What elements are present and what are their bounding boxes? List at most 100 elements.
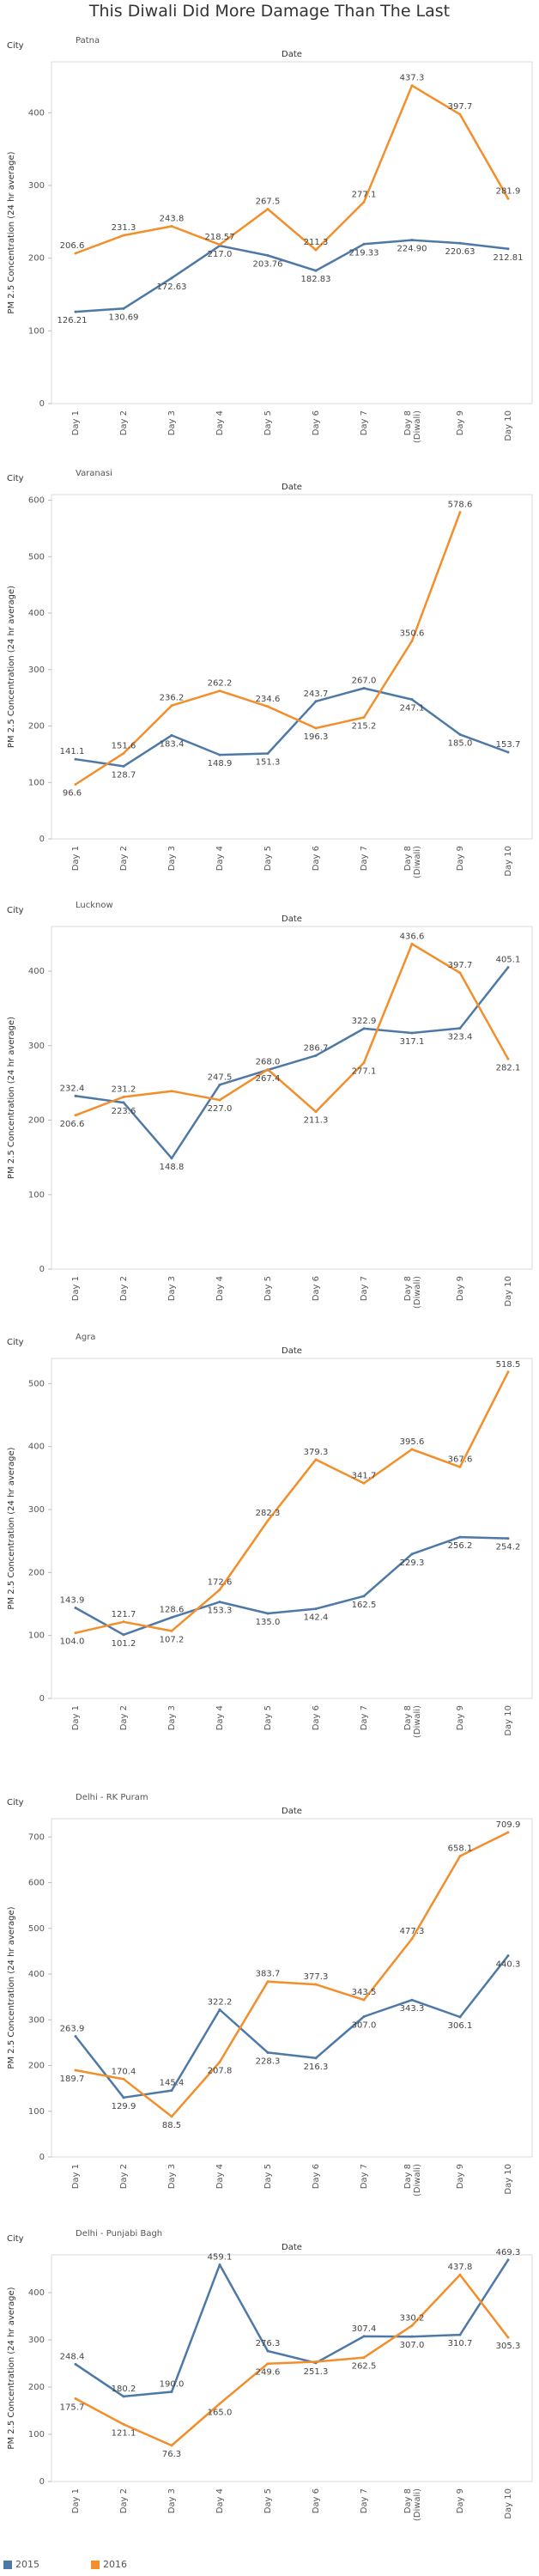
series-line-2015 — [75, 687, 509, 768]
plot-frame — [51, 61, 533, 404]
data-label-2016: 76.3 — [162, 2450, 181, 2459]
point-2016 — [458, 971, 462, 975]
data-label-2015: 405.1 — [496, 956, 521, 965]
point-2015 — [410, 698, 414, 702]
x-tick-label: Day 1 — [71, 846, 81, 871]
data-label-2015: 267.4 — [256, 1074, 281, 1084]
x-tick-label: Day 9 — [456, 1705, 465, 1730]
y-tick-label: 500 — [28, 1379, 45, 1388]
point-2016 — [410, 1448, 414, 1451]
x-tick-label: Day 8 — [403, 410, 413, 435]
legend-label-2015: 2015 — [15, 2559, 39, 2570]
y-tick-label: 100 — [28, 2107, 45, 2117]
data-label-2016: 436.6 — [400, 932, 425, 941]
data-label-2015: 248.4 — [60, 2352, 85, 2361]
point-2015 — [122, 764, 125, 768]
data-label-2015: 469.3 — [496, 2248, 521, 2257]
x-tick-label: Day 3 — [167, 410, 177, 435]
data-label-2016: 330.2 — [400, 2313, 425, 2323]
x-tick-label: Day 6 — [312, 1276, 321, 1301]
data-label-2016: 104.0 — [60, 1637, 85, 1647]
x-tick-label: (Diwali) — [413, 846, 422, 878]
point-2016 — [74, 782, 77, 786]
y-tick-label: 400 — [28, 1970, 45, 1979]
x-tick-label: Day 2 — [119, 1276, 129, 1301]
chart-panel-4: City Delhi - RK Puram Date PM 2.5 Concentra… — [7, 1793, 533, 2196]
data-label-2016: 395.6 — [400, 1437, 425, 1447]
point-2016 — [362, 1998, 366, 2002]
point-2015 — [458, 732, 462, 736]
point-2015 — [458, 1535, 462, 1539]
point-2016 — [458, 511, 462, 514]
x-tick-label: (Diwali) — [413, 1276, 422, 1309]
point-2016 — [506, 1370, 510, 1374]
x-tick-label: Day 1 — [71, 2488, 81, 2513]
x-tick-label: Day 6 — [312, 846, 321, 871]
x-tick-label: Day 5 — [263, 2488, 273, 2513]
data-label-2016: 121.1 — [112, 2428, 136, 2438]
point-2016 — [410, 84, 414, 88]
point-2015 — [362, 2335, 366, 2338]
data-label-2015: 322.9 — [352, 1017, 377, 1026]
point-2015 — [122, 2096, 125, 2099]
data-label-2015: 172.63 — [157, 283, 187, 292]
point-2015 — [218, 1601, 221, 1604]
city-header: City — [7, 2234, 24, 2244]
data-label-2016: 268.0 — [256, 1058, 281, 1067]
y-tick-label: 0 — [39, 2153, 45, 2162]
point-2015 — [218, 2263, 221, 2266]
data-label-2016: 88.5 — [162, 2121, 181, 2130]
point-2015 — [74, 310, 77, 313]
series-line-2016 — [75, 1371, 510, 1634]
point-2015 — [218, 753, 221, 756]
point-2016 — [314, 1983, 318, 1986]
x-tick-label: Day 9 — [456, 2488, 465, 2513]
data-label-2015: 243.7 — [304, 690, 329, 699]
point-2016 — [218, 2402, 221, 2405]
y-tick-label: 400 — [28, 609, 45, 618]
y-tick-label: 200 — [28, 254, 45, 264]
point-2015 — [362, 686, 366, 690]
x-tick-label: Day 5 — [263, 1705, 273, 1730]
series-line-2015 — [75, 239, 509, 313]
data-label-2015: 148.8 — [160, 1163, 185, 1172]
point-2016 — [122, 234, 125, 237]
point-2016 — [314, 248, 318, 252]
point-2016 — [122, 1620, 125, 1624]
x-tick-label: Day 3 — [167, 2164, 177, 2189]
y-tick-label: 300 — [28, 2336, 45, 2345]
x-tick-label: Day 7 — [360, 2164, 369, 2189]
y-tick-label: 400 — [28, 108, 45, 118]
point-2015 — [266, 2349, 270, 2353]
x-tick-label: Day 7 — [360, 1276, 369, 1301]
y-tick-label: 0 — [39, 1694, 45, 1704]
x-tick-label: Day 6 — [312, 410, 321, 435]
point-2016 — [74, 2069, 77, 2072]
data-label-2015: 101.2 — [112, 1639, 136, 1649]
x-tick-label: Day 9 — [456, 2164, 465, 2189]
city-header: City — [7, 906, 24, 915]
point-2015 — [266, 253, 270, 257]
point-2015 — [218, 1083, 221, 1086]
city-name: Agra — [76, 1333, 95, 1342]
point-2015 — [506, 1954, 510, 1958]
x-tick-label: Day 9 — [456, 846, 465, 871]
data-label-2016: 231.2 — [112, 1084, 136, 1094]
data-label-2016: 305.3 — [496, 2342, 521, 2351]
data-label-2016: 578.6 — [448, 501, 473, 510]
y-tick-label: 100 — [28, 326, 45, 336]
y-tick-label: 400 — [28, 2288, 45, 2298]
data-label-2016: 477.3 — [400, 1927, 425, 1936]
plot-frame — [51, 1358, 533, 1699]
point-2015 — [410, 1998, 414, 2002]
data-label-2015: 151.3 — [256, 758, 281, 768]
x-tick-label: (Diwali) — [413, 2488, 422, 2521]
plot-frame — [51, 494, 533, 840]
point-2015 — [410, 1552, 414, 1556]
x-tick-label: Day 6 — [312, 2488, 321, 2513]
y-tick-label: 100 — [28, 1190, 45, 1200]
data-label-2016: 172.6 — [208, 1577, 233, 1587]
data-label-2015: 256.2 — [448, 1541, 473, 1551]
point-2016 — [410, 640, 414, 643]
y-tick-label: 300 — [28, 1505, 45, 1515]
